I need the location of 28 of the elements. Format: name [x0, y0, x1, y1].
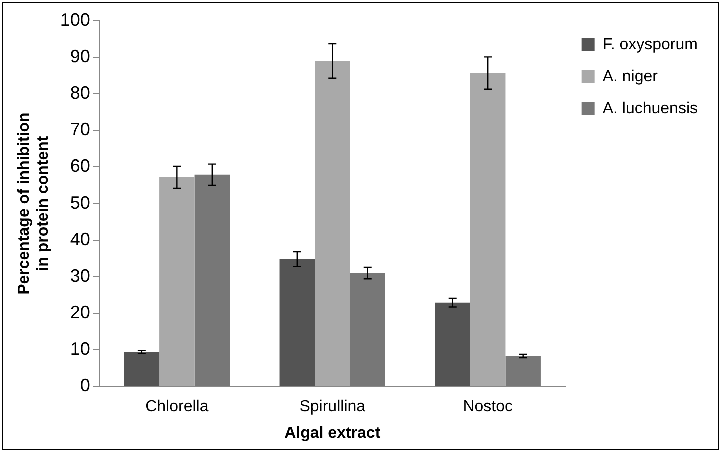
- x-tick-label: Chlorella: [146, 398, 209, 416]
- y-tick-label: 70: [70, 120, 90, 140]
- legend-label: A. luchuensis: [602, 100, 698, 118]
- y-tick-label: 10: [70, 339, 90, 360]
- y-tick-label: 40: [70, 229, 90, 250]
- bar: [160, 177, 195, 386]
- legend-label: A. niger: [602, 68, 659, 86]
- bar: [315, 61, 350, 386]
- y-tick-label: 90: [70, 46, 90, 67]
- bar: [470, 73, 506, 386]
- bar: [350, 273, 386, 386]
- legend-label: F. oxysporum: [602, 36, 698, 54]
- bar: [124, 352, 160, 386]
- bar: [435, 302, 470, 386]
- x-tick-label: Nostoc: [463, 398, 513, 416]
- x-axis-title: Algal extract: [284, 424, 382, 442]
- bar: [506, 356, 541, 386]
- y-tick-label: 60: [70, 156, 90, 176]
- y-tick-label: 50: [70, 192, 90, 213]
- bar: [280, 259, 316, 386]
- y-tick-label: 30: [70, 266, 90, 286]
- y-tick-label: 100: [60, 10, 90, 30]
- bar: [194, 174, 230, 386]
- y-tick-label: 20: [70, 302, 90, 322]
- y-axis-title: Percentage of inhibition in protein content: [16, 112, 52, 295]
- x-tick-label: Spirullina: [300, 398, 366, 416]
- y-tick-label: 80: [70, 83, 90, 104]
- y-tick-label: 0: [80, 376, 90, 396]
